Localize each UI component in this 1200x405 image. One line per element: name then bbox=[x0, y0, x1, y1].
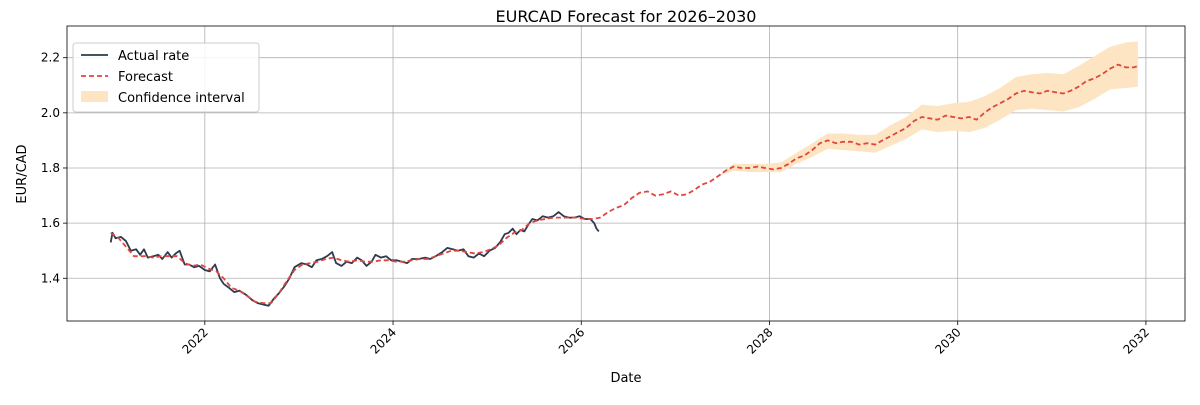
y-tick-label: 1.6 bbox=[41, 216, 60, 230]
series-line-forecast bbox=[110, 63, 1139, 305]
legend-box bbox=[72, 42, 260, 113]
legend-confidence-label: Confidence interval bbox=[118, 91, 245, 106]
chart-title: EURCAD Forecast for 2026–2030 bbox=[496, 7, 757, 26]
legend-confidence-swatch bbox=[81, 91, 108, 102]
legend: Actual rate Forecast Confidence interval bbox=[72, 42, 260, 113]
series-layer bbox=[109, 63, 1139, 307]
y-ticks: 1.4 1.6 1.8 2.0 2.2 bbox=[41, 51, 67, 285]
x-axis-label: Date bbox=[610, 371, 641, 386]
confidence-band bbox=[717, 41, 1138, 177]
y-tick-label: 2.2 bbox=[41, 51, 60, 65]
legend-forecast-label: Forecast bbox=[118, 70, 173, 85]
y-tick-label: 1.4 bbox=[41, 271, 60, 285]
y-tick-label: 2.0 bbox=[41, 106, 60, 120]
plot-frame bbox=[66, 25, 1186, 322]
legend-actual-label: Actual rate bbox=[118, 49, 189, 64]
confidence-band-layer bbox=[717, 41, 1138, 177]
y-tick-label: 1.8 bbox=[41, 161, 60, 175]
y-axis-label: EUR/CAD bbox=[15, 144, 30, 203]
